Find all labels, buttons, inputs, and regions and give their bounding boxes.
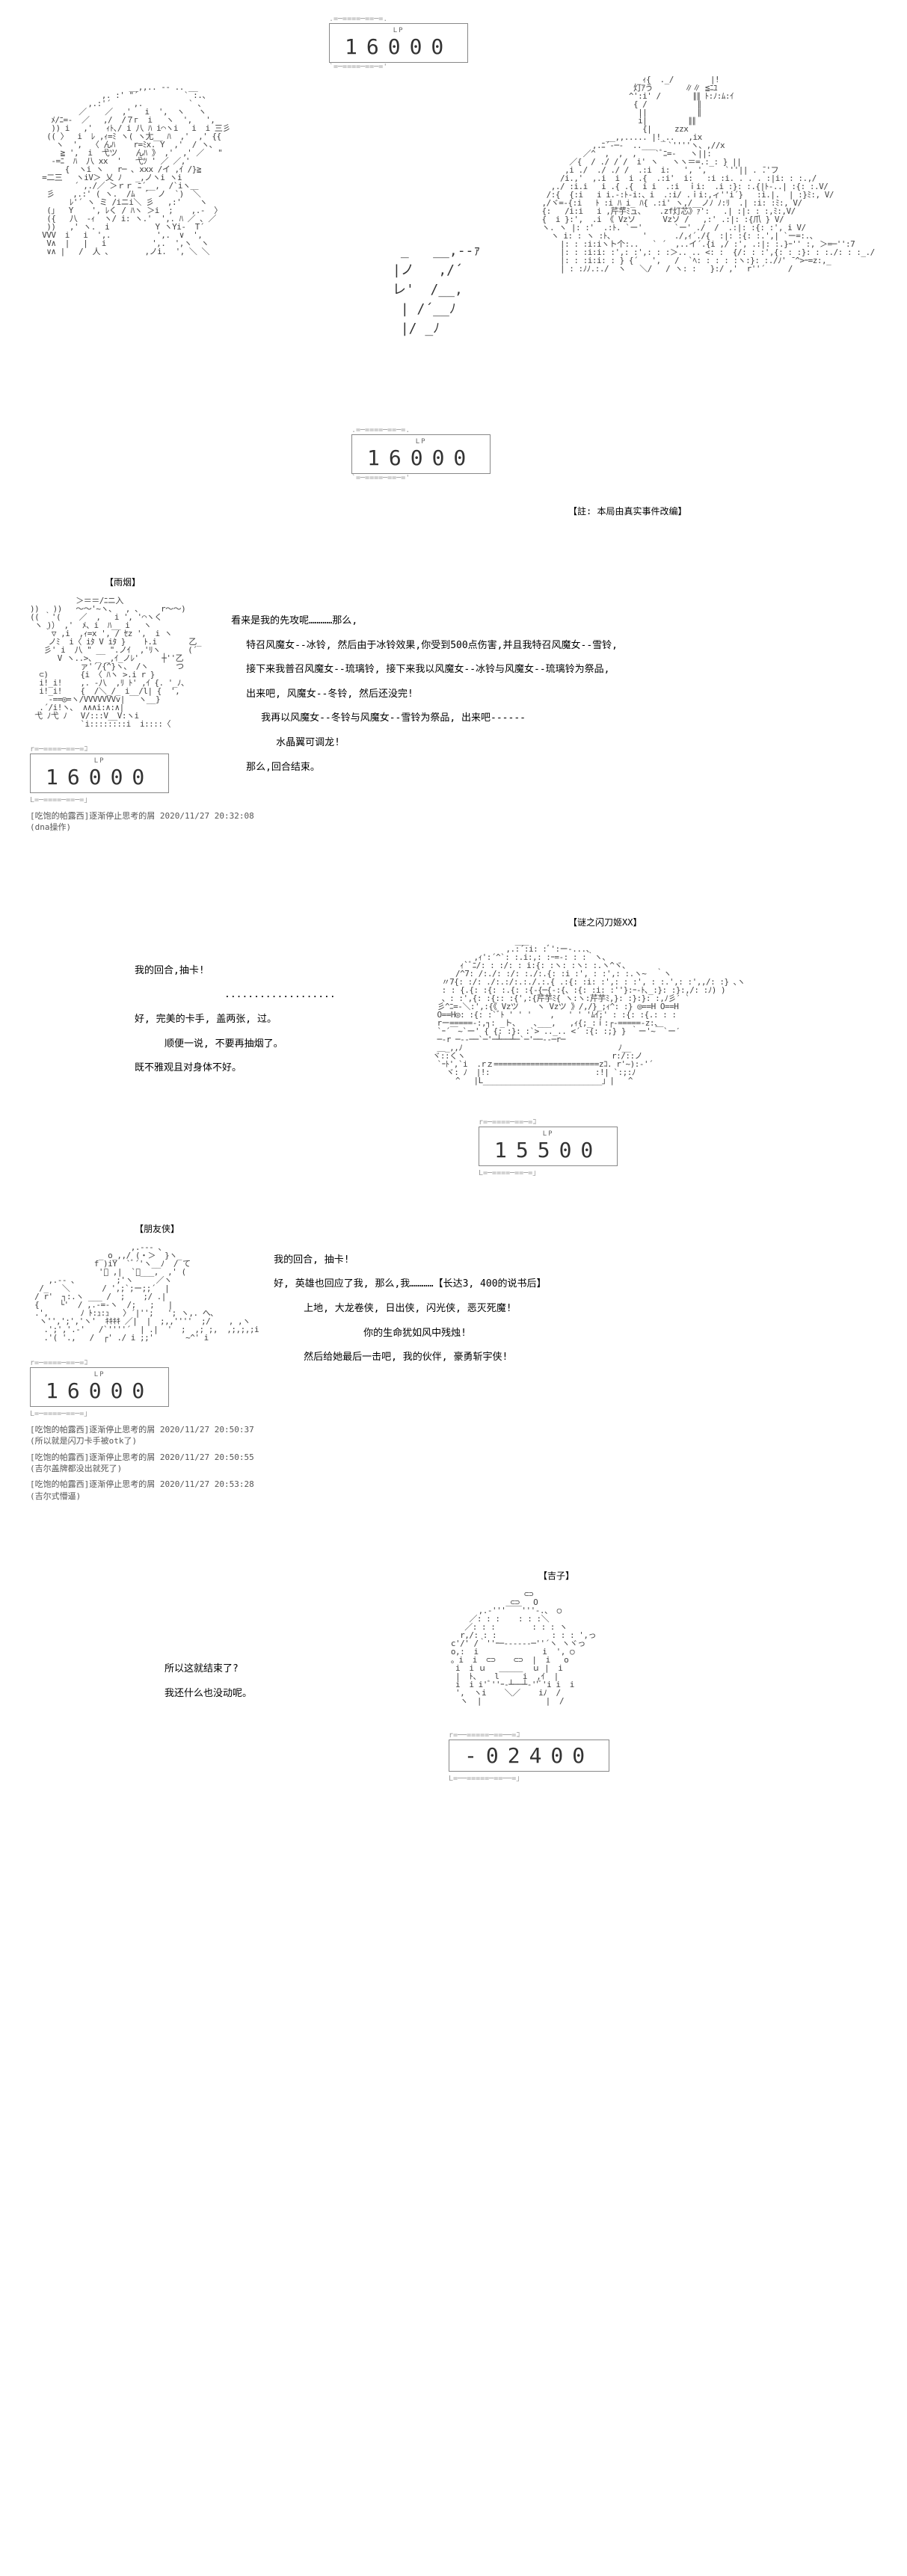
lp-deco: `=─====─==─=' — [351, 474, 491, 482]
lp-deco: L=─====─==─=｣ — [30, 793, 201, 804]
dialogue-p4: 我的回合, 抽卡! 好, 英雄也回应了我, 那么,我…………【长达3, 400的… — [274, 1235, 546, 1418]
sig-line: [吃饱的帕露西]逐渐停止思考的屑 2020/11/27 20:50:55 — [30, 1452, 877, 1463]
panel-4: 【朋友侠】 ,.--- 、 _ o_,,/ (・＞ }ヽ_ f )iY `ﾞ´'… — [0, 1215, 907, 1509]
lp-box-p2: LP 16000 — [30, 754, 169, 793]
ascii-character-p4: ,.--- 、 _ o_,,/ (・＞ }ヽ_ f )iY `ﾞ´'ヽ__ﾉ /… — [30, 1235, 259, 1350]
lp-value-p5: -02400 — [464, 1743, 594, 1768]
lp-deco: r=──=====─==──=ｺ — [449, 1728, 609, 1740]
dialogue-p2: 看来是我的先攻呢…………那么, 特召风魔女--冰铃, 然后由于冰铃效果,你受到5… — [231, 588, 618, 804]
dialogue-line: 出来吧, 风魔女--冬铃, 然后还没完! — [231, 684, 618, 706]
signature-block: [吃饱的帕露西]逐渐停止思考的屑 2020/11/27 20:50:37 (所以… — [30, 1424, 877, 1502]
panel-5: 所以这就结束了? 我还什么也没动呢。 【吉子】 ⊂⊃ ⊂⊃ O ,.-'''￣￣… — [0, 1539, 907, 1828]
lp-value-p2: 16000 — [46, 765, 153, 789]
dialogue-line: 水晶翼可调龙! — [231, 733, 618, 754]
dialogue-line: 既不雅观且对身体不好。 — [135, 1058, 389, 1079]
sig-line: [吃饱的帕露西]逐渐停止思考的屑 2020/11/27 20:32:08 — [30, 810, 877, 822]
lp-box-p3: LP 15500 — [479, 1127, 618, 1166]
lp-value-p3: 15500 — [494, 1138, 602, 1162]
lp-deco: r=─====─==─=ｺ — [30, 742, 201, 754]
dialogue-line: 特召风魔女--冰铃, 然后由于冰铃效果,你受到500点伤害,并且我特召风魔女--… — [231, 635, 618, 657]
sig-line: [吃饱的帕露西]逐渐停止思考的屑 2020/11/27 20:50:37 — [30, 1424, 877, 1435]
lp-deco: r=─====─==─=ｺ — [479, 1115, 745, 1127]
lp-value-top: 16000 — [345, 34, 452, 59]
lp-box-bottom: LP 16000 — [351, 434, 491, 474]
dialogue-line: 好, 完美的卡手, 盖两张, 过。 — [135, 1009, 389, 1031]
sig-line: [吃饱的帕露西]逐渐停止思考的屑 2020/11/27 20:53:28 — [30, 1479, 877, 1490]
sig-line: (吉尔式懵逼) — [30, 1491, 877, 1502]
lp-label: LP — [345, 27, 452, 34]
lp-deco: L=─====─==─=｣ — [479, 1166, 745, 1177]
dialogue-line: 好, 英雄也回应了我, 那么,我…………【长达3, 400的说书后】 — [274, 1274, 546, 1295]
dialogue-line: 所以这就结束了? — [165, 1659, 374, 1680]
dialogue-line: 我的回合,抽卡! — [135, 961, 389, 982]
character-name-tag: 【雨烟】 — [105, 576, 877, 588]
character-name-tag: 【谜之闪刀姬XX】 — [568, 916, 745, 928]
dialogue-line: 看来是我的先攻呢…………那么, — [231, 611, 618, 632]
sig-line: (所以就是闪刀卡手被otk了) — [30, 1435, 877, 1446]
lp-label: LP — [494, 1130, 602, 1138]
ascii-character-p2: ＞＝＝/ﾆニ入 )) )) ～～'~ヽ、 , 、 r～～) (( ｀'( ／ ,… — [30, 588, 201, 736]
lp-deco: r=─====─==─=ｺ — [30, 1356, 259, 1367]
lp-box-p4: LP 16000 — [30, 1367, 169, 1407]
dialogue-line: 顺便一说, 不要再抽烟了。 — [135, 1034, 389, 1056]
ascii-character-p3: ___ ,.:´:i: :ﾞ':ー-...、 ,ｨ':´^`: :.i:,: :… — [419, 928, 745, 1093]
lp-value-bottom: 16000 — [367, 446, 475, 470]
dialogue-line: 我还什么也没动呢。 — [165, 1683, 374, 1705]
sig-line: (dna操作) — [30, 822, 877, 833]
dialogue-line: 然后给她最后一击吧, 我的伙伴, 豪勇斩宇侠! — [274, 1347, 546, 1369]
lp-deco: `=─====─==─=' — [329, 63, 468, 71]
lp-label: LP — [46, 757, 153, 765]
signature-block: [吃饱的帕露西]逐渐停止思考的屑 2020/11/27 20:32:08 (dn… — [30, 810, 877, 833]
lp-box-top: LP 16000 — [329, 23, 468, 63]
ascii-character-p5: ⊂⊃ ⊂⊃ O ,.-'''￣￣'''-.、 ○ ／: : : : : :＼ ／… — [419, 1582, 609, 1713]
panel-2: 【雨烟】 ＞＝＝/ﾆニ入 )) )) ～～'~ヽ、 , 、 r～～) (( ｀'… — [0, 568, 907, 841]
dialogue-line: 我的回合, 抽卡! — [274, 1250, 546, 1272]
dialogue-line: 那么,回合结束。 — [231, 757, 618, 779]
dialogue-line: 你的生命犹如风中残烛! — [274, 1323, 546, 1345]
lp-label: LP — [46, 1371, 153, 1378]
lp-label: LP — [367, 438, 475, 446]
lp-deco: L=──=====─==──=｣ — [449, 1772, 609, 1783]
ascii-character-right: ｨ{ ._/ |! 灯ｱう ∥∥ ≦ﾆﾕ ^':i' / ∥∥ ﾄ:ﾉ:ﾑ:ｲ … — [523, 67, 875, 281]
lp-deco: .=─====─==─=. — [329, 15, 468, 23]
dialogue-line: ................... — [135, 985, 389, 1006]
panel-3: 我的回合,抽卡! ................... 好, 完美的卡手, 盖… — [0, 871, 907, 1185]
dialogue-p5: 所以这就结束了? 我还什么也没动呢。 — [30, 1569, 374, 1783]
dialogue-line: 我再以风魔女--冬铃与风魔女--雪铃为祭品, 出来吧------ — [231, 708, 618, 730]
panel-vs: .=─====─==─=. LP 16000 `=─====─==─=' __,… — [0, 0, 907, 538]
character-name-tag: 【朋友侠】 — [135, 1222, 877, 1235]
lp-value-p4: 16000 — [46, 1378, 153, 1403]
dialogue-line: 上地, 大龙卷侠, 日出侠, 闪光侠, 恶灭死魔! — [274, 1298, 546, 1320]
lp-deco: L=─====─==─=｣ — [30, 1407, 259, 1418]
sig-line: (吉尔盖牌都没出就死了) — [30, 1463, 877, 1474]
note-text: 【註: 本局由真实事件改编】 — [568, 505, 686, 517]
dialogue-p3: 我的回合,抽卡! ................... 好, 完美的卡手, 盖… — [30, 916, 389, 1177]
character-name-tag: 【吉子】 — [538, 1569, 609, 1582]
dialogue-line: 接下来我普召风魔女--琉璃铃, 接下来我以风魔女--冰铃与风魔女--琉璃铃为祭品… — [231, 659, 618, 681]
ascii-character-left: __,,.. -- .. __ ,. :' "´ ` :.、 ,.:'´ ,. … — [37, 75, 230, 264]
vs-text: _ __,--ｧ |ノ ,/´ レ' /__, | /´__ﾉ |/ _ﾉ — [393, 224, 480, 353]
lp-deco: .=─====─==─=. — [351, 426, 491, 434]
lp-box-p5: -02400 — [449, 1740, 609, 1772]
